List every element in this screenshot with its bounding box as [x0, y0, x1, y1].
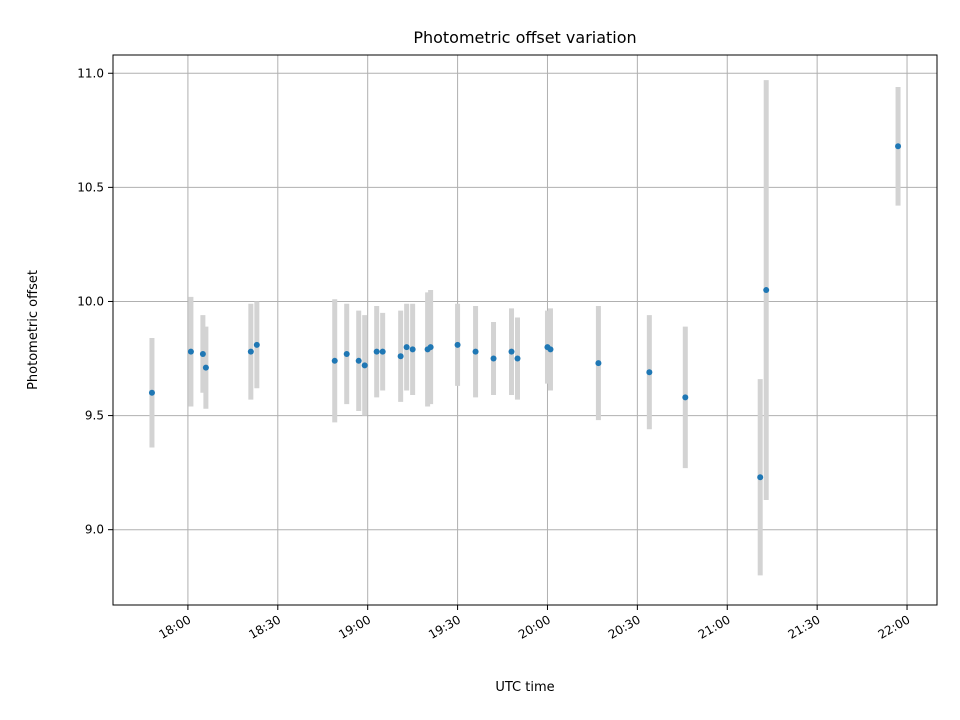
data-point	[757, 474, 764, 481]
data-point	[148, 389, 155, 396]
chart-title: Photometric offset variation	[413, 28, 636, 47]
data-point	[343, 350, 350, 357]
y-tick-label: 10.0	[77, 294, 104, 308]
data-point	[682, 394, 689, 401]
data-point	[508, 348, 515, 355]
data-point	[763, 287, 770, 294]
data-point	[379, 348, 386, 355]
data-points	[148, 143, 902, 481]
data-point	[247, 348, 254, 355]
data-point	[199, 350, 206, 357]
plot-frame	[112, 54, 938, 606]
data-point	[547, 346, 554, 353]
data-point	[253, 341, 260, 348]
y-tick-label: 9.0	[85, 523, 104, 537]
data-point	[427, 344, 434, 351]
y-axis-label: Photometric offset	[26, 270, 41, 390]
data-point	[403, 344, 410, 351]
data-point	[397, 353, 404, 360]
y-tick-label: 10.5	[77, 180, 104, 194]
data-point	[187, 348, 194, 355]
data-point	[514, 355, 521, 362]
data-point	[355, 357, 362, 364]
data-point	[454, 341, 461, 348]
data-point	[895, 143, 902, 150]
data-point	[331, 357, 338, 364]
data-point	[409, 346, 416, 353]
data-point	[361, 362, 368, 369]
y-tick-label: 11.0	[77, 66, 104, 80]
data-point	[490, 355, 497, 362]
data-point	[373, 348, 380, 355]
x-axis-label: UTC time	[495, 680, 554, 695]
data-point	[472, 348, 479, 355]
data-point	[202, 364, 209, 371]
data-point	[595, 360, 602, 367]
y-tick-label: 9.5	[85, 409, 104, 423]
data-point	[646, 369, 653, 376]
